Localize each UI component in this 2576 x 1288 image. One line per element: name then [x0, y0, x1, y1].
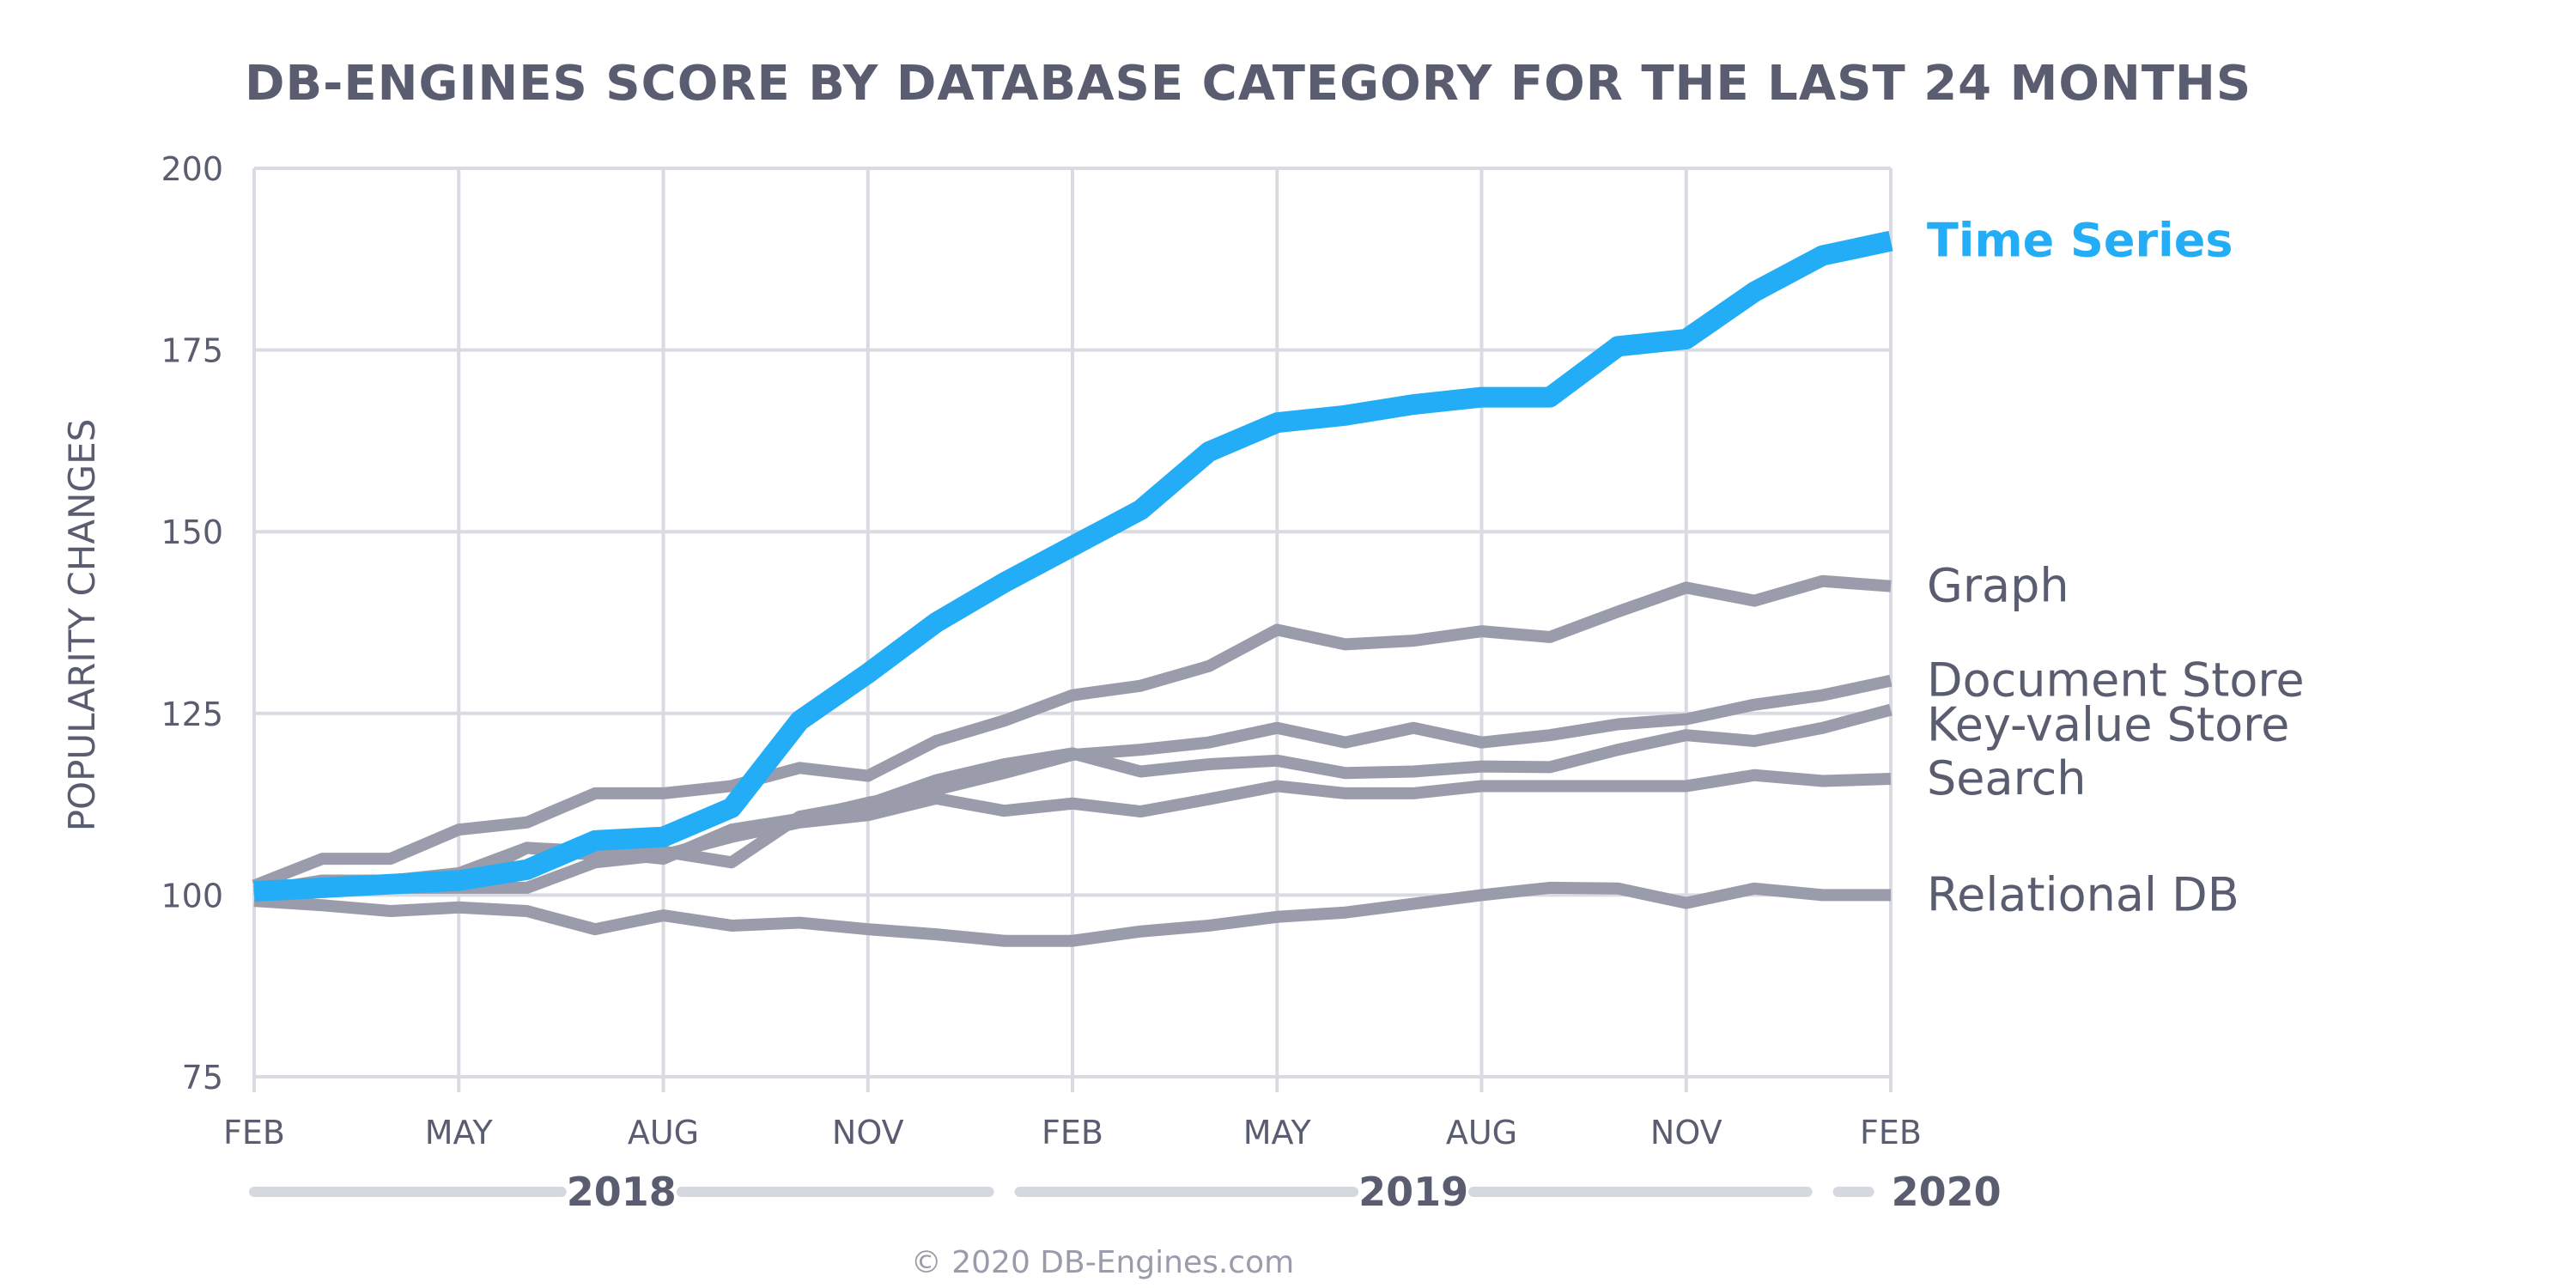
series-line-relational-db	[253, 881, 1891, 947]
series-line-graph	[252, 574, 1892, 891]
y-tick-label-100: 100	[161, 877, 223, 914]
series-labels: Time Series Graph Document StoreKey-value …	[1927, 214, 2305, 922]
series-label-time-series: Time Series	[1927, 214, 2233, 268]
y-axis-label: POPULARITY CHANGES	[61, 419, 103, 832]
series-label-relational-db: Relational DB	[1927, 867, 2239, 921]
series-lines	[252, 230, 1893, 947]
x-tick-label-4: FEB	[1042, 1114, 1103, 1151]
x-tick-label-5: MAY	[1243, 1114, 1312, 1151]
y-tick-label-75: 75	[182, 1059, 223, 1097]
y-tick-label-200: 200	[161, 150, 223, 188]
series-line-time-series	[253, 230, 1893, 902]
year-label-2018: 2018	[567, 1169, 677, 1215]
x-axis-ticks: FEB MAY AUG NOV FEB MAY AUG NOV FEB	[223, 1114, 1922, 1151]
x-tick-label-1: MAY	[425, 1114, 494, 1151]
year-axis: 2018 2019 2020	[249, 1169, 2002, 1215]
year-label-2020: 2020	[1892, 1169, 2002, 1215]
x-tick-label-2: AUG	[628, 1114, 699, 1151]
series-label-key-value-store: Key-value Store	[1927, 698, 2289, 752]
x-tick-label-7: NOV	[1650, 1114, 1722, 1151]
x-tick-label-3: NOV	[832, 1114, 904, 1151]
x-tick-label-0: FEB	[223, 1114, 285, 1151]
x-tick-label-6: AUG	[1446, 1114, 1517, 1151]
y-tick-label-150: 150	[161, 513, 223, 551]
chart-title: DB-ENGINES SCORE BY DATABASE CATEGORY FO…	[245, 56, 2251, 112]
y-tick-label-175: 175	[161, 332, 223, 370]
y-tick-label-125: 125	[161, 696, 223, 733]
series-label-search: Search	[1927, 751, 2087, 805]
series-line-search	[253, 769, 1892, 903]
grid	[252, 167, 1893, 1092]
credit-text: © 2020 DB-Engines.com	[911, 1245, 1294, 1280]
year-label-2019: 2019	[1358, 1169, 1468, 1215]
series-label-graph: Graph	[1927, 559, 2069, 613]
x-tick-label-8: FEB	[1860, 1114, 1922, 1151]
series-label-document-store: Document Store	[1927, 653, 2305, 708]
series-line-document-store	[252, 674, 1893, 898]
y-axis-ticks: 75 100 125 150 175 200	[161, 150, 223, 1097]
